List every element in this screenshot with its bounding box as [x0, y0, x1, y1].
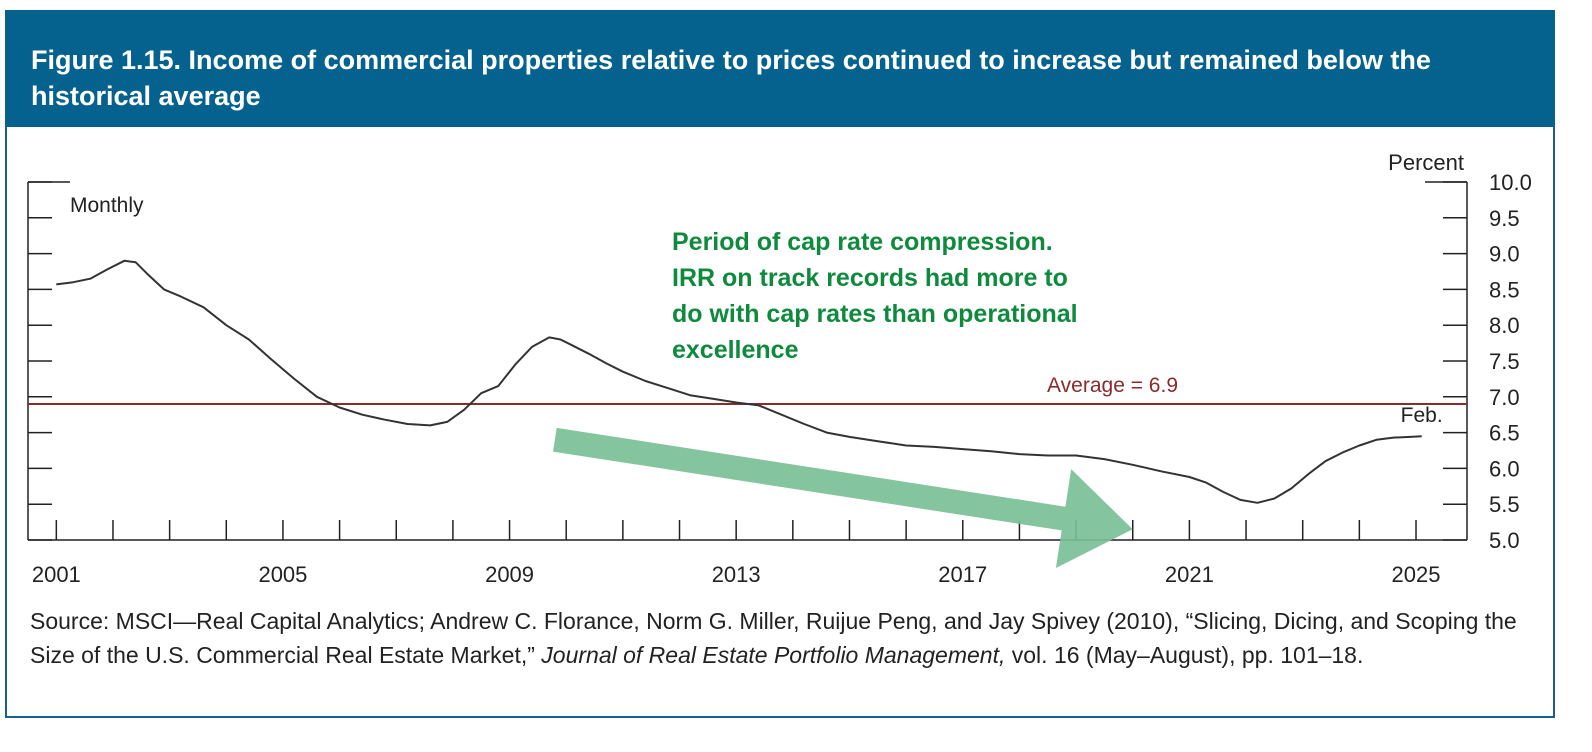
- figure-frame: [5, 10, 1555, 718]
- x-tick-label: 2021: [1165, 562, 1214, 587]
- y-axis-label: Percent: [1388, 150, 1464, 175]
- y-tick-label: 5.5: [1489, 492, 1520, 517]
- annotation-arrow: [553, 427, 1133, 568]
- figure-header: Figure 1.15. Income of commercial proper…: [5, 10, 1555, 127]
- frequency-label: Monthly: [70, 194, 144, 217]
- annotation-text-line: IRR on track records had more to: [672, 264, 1068, 292]
- y-tick-label: 9.0: [1489, 242, 1520, 267]
- y-tick-label: 6.5: [1489, 421, 1520, 446]
- x-tick-label: 2017: [938, 562, 987, 587]
- y-tick-label: 6.0: [1489, 456, 1520, 481]
- end-label: Feb.: [1401, 404, 1443, 427]
- y-tick-label: 10.0: [1489, 170, 1532, 195]
- average-label: Average = 6.9: [1047, 374, 1178, 397]
- y-tick-label: 8.5: [1489, 277, 1520, 302]
- x-tick-label: 2025: [1392, 562, 1441, 587]
- y-tick-label: 9.5: [1489, 206, 1520, 231]
- figure-title: Figure 1.15. Income of commercial proper…: [31, 45, 1431, 111]
- y-tick-label: 7.0: [1489, 385, 1520, 410]
- source-journal: Journal of Real Estate Portfolio Managem…: [541, 642, 1006, 668]
- y-tick-label: 8.0: [1489, 313, 1520, 338]
- x-tick-label: 2009: [485, 562, 534, 587]
- source-note: Source: MSCI—Real Capital Analytics; And…: [30, 604, 1530, 672]
- y-tick-label: 7.5: [1489, 349, 1520, 374]
- source-prefix: Source: MSCI—Real Capital Analytics; And…: [30, 608, 1517, 668]
- y-tick-label: 5.0: [1489, 528, 1520, 553]
- annotation-text-line: Period of cap rate compression.: [672, 228, 1053, 256]
- x-tick-label: 2005: [258, 562, 307, 587]
- annotation-text-line: excellence: [672, 336, 799, 364]
- series-line: [56, 259, 1422, 504]
- x-tick-label: 2013: [712, 562, 761, 587]
- source-suffix: vol. 16 (May–August), pp. 101–18.: [1005, 642, 1364, 668]
- annotation-text-line: do with cap rates than operational: [672, 300, 1078, 328]
- x-tick-label: 2001: [32, 562, 81, 587]
